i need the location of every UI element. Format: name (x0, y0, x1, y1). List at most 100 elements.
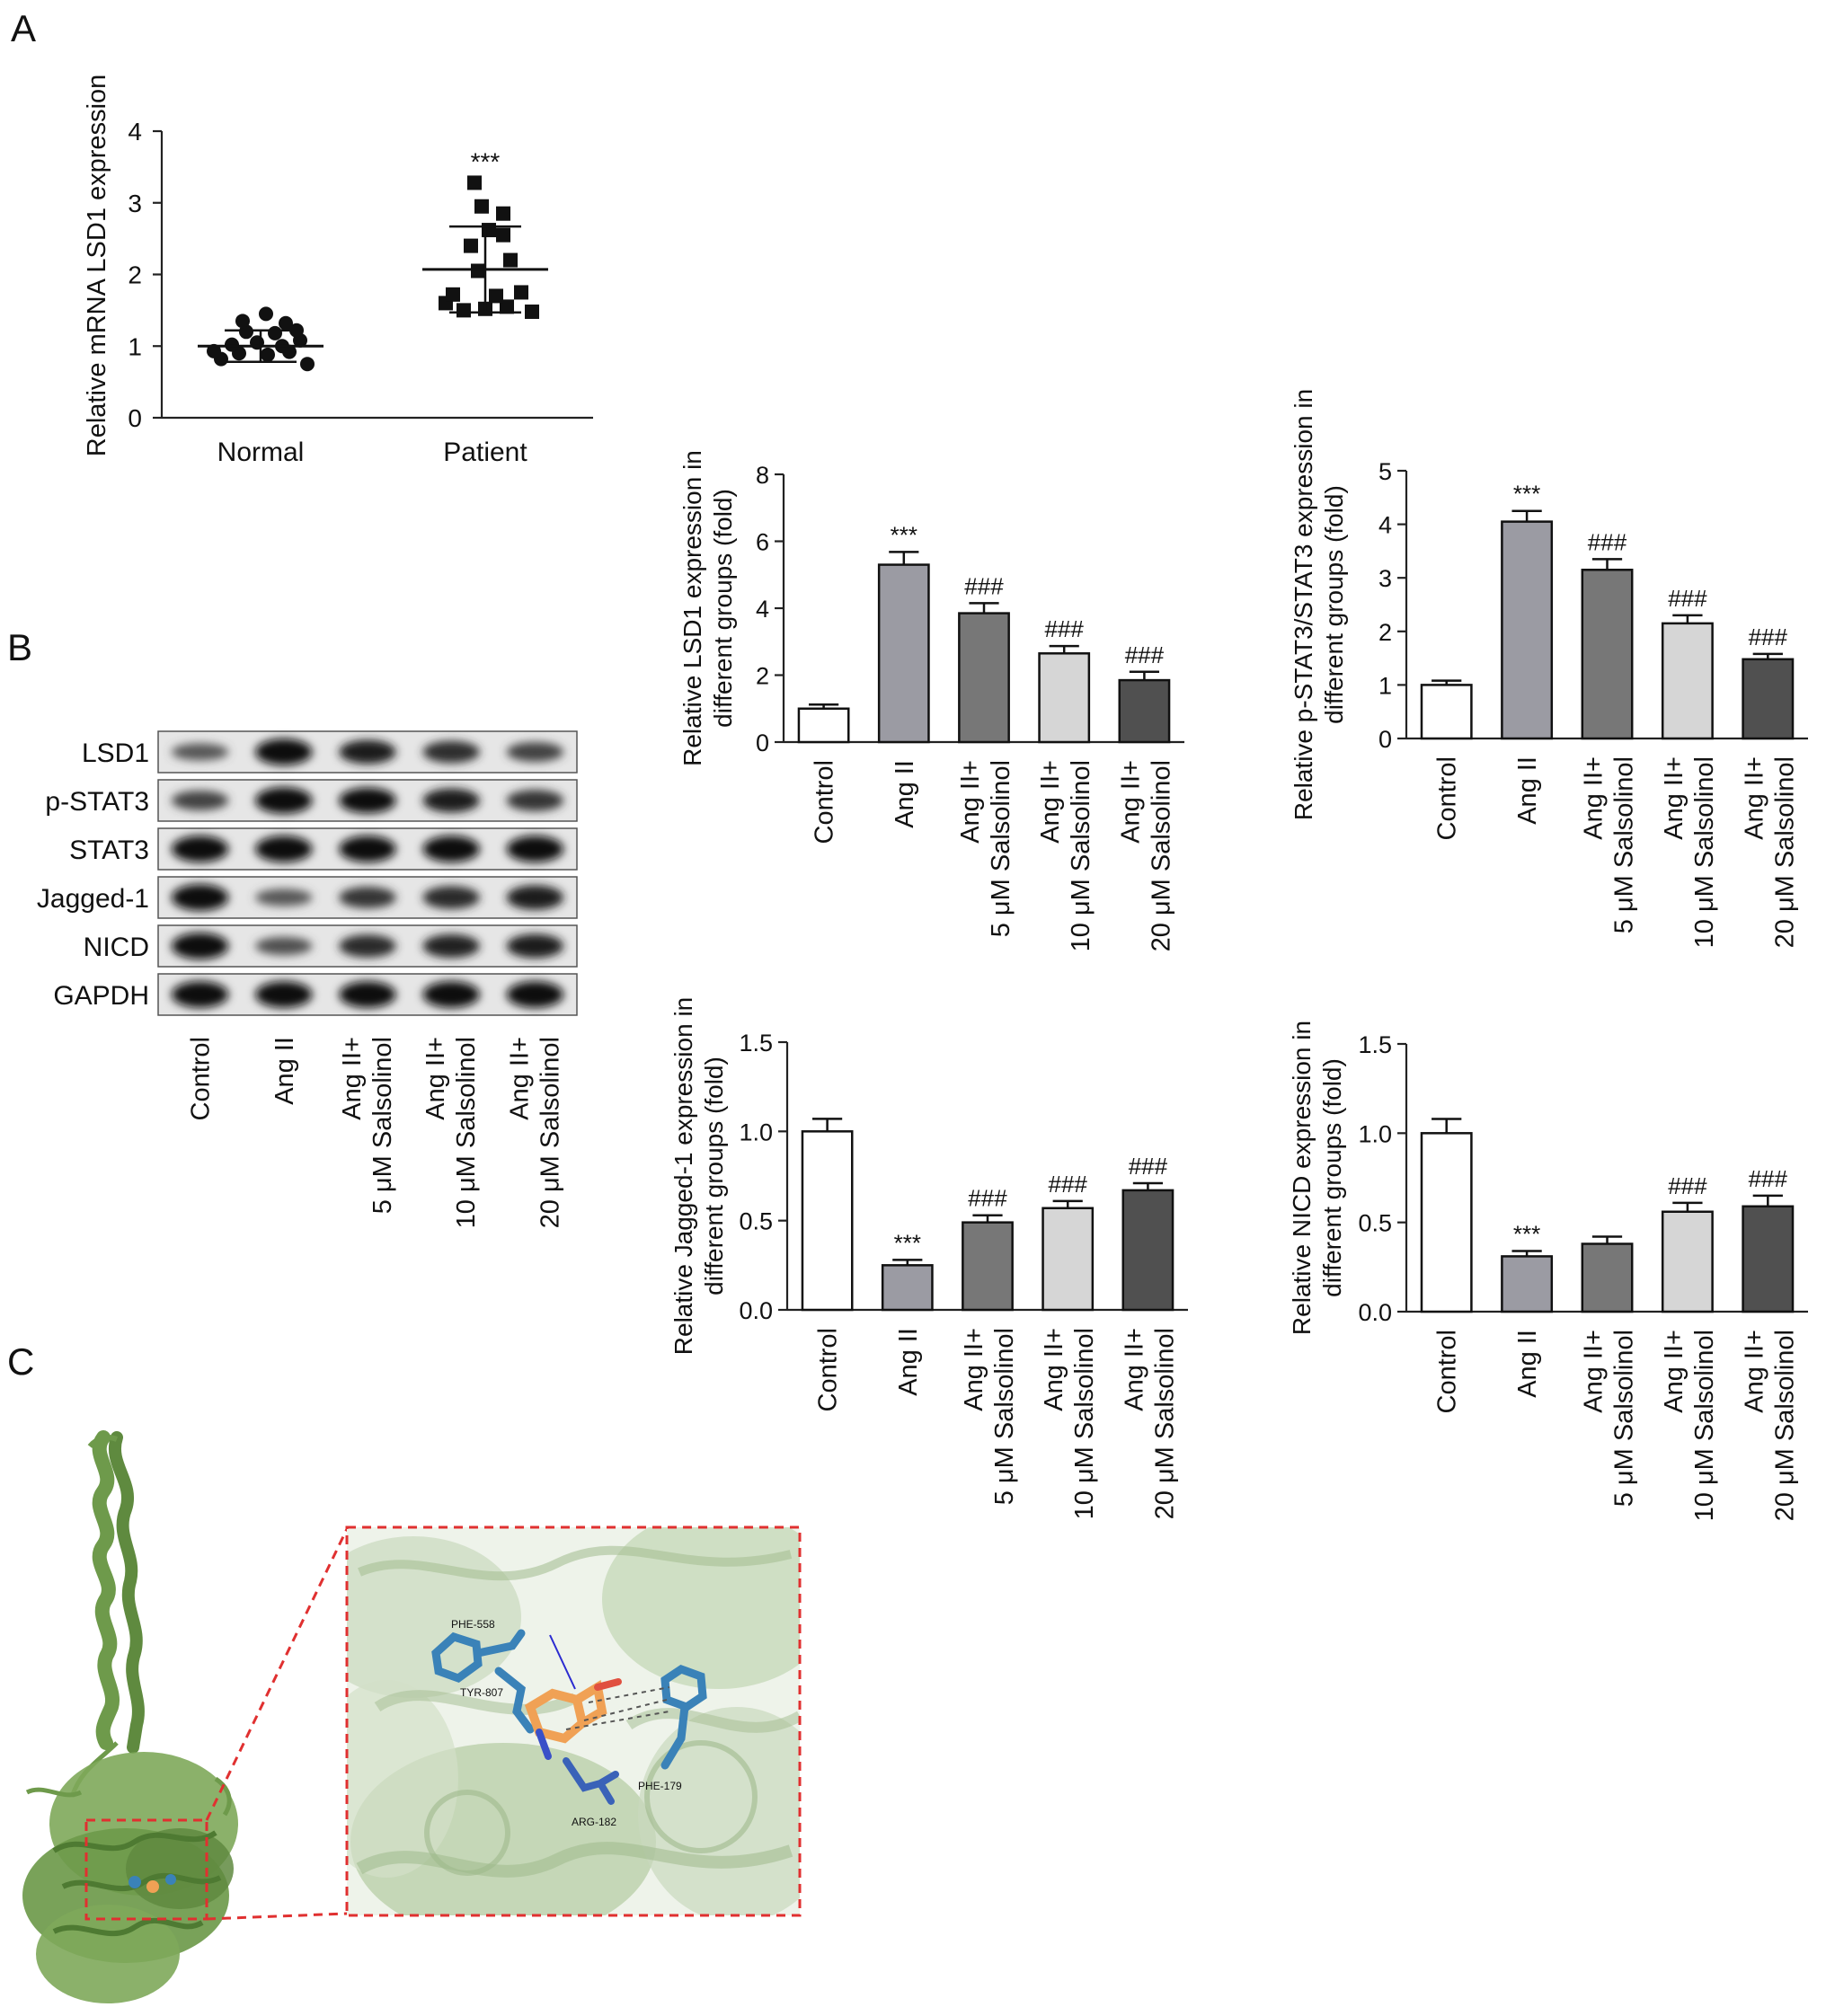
x-tick-label: Control (1433, 1330, 1462, 1414)
bar (877, 563, 930, 744)
bar-chart-pstat3: 0 1 2 3 4 5 Relative p-STAT3/STAT3 expression … (1290, 389, 1808, 948)
data-point (496, 206, 510, 221)
bar (1501, 1255, 1554, 1313)
data-point (496, 227, 510, 243)
significance-label: ### (964, 572, 1004, 599)
x-tick-label: Ang II (1513, 756, 1542, 825)
x-tick-label: Ang II+20 μM Salsolinol (1116, 760, 1175, 951)
blot-band (506, 790, 564, 811)
significance-label: *** (1513, 1220, 1540, 1247)
x-tick-label: Normal (217, 438, 305, 467)
blot-lane-label-line: Ang II+ (505, 1037, 534, 1120)
data-point (250, 335, 264, 350)
x-tick-label: Control (811, 760, 839, 844)
x-tick-label: Ang II+10 μM Salsolinol (1660, 1330, 1719, 1521)
x-tick-label: Ang II+5 μM Salsolinol (960, 1328, 1019, 1505)
x-tick-label: Ang II (894, 1328, 923, 1396)
data-point (300, 357, 315, 372)
blot-lane-label-line: 10 μM Salsolinol (452, 1037, 481, 1228)
x-tick-label-line: Ang II+ (1116, 760, 1145, 844)
blot-row-label: LSD1 (82, 738, 149, 768)
x-tick-label-line: 10 μM Salsolinol (1690, 756, 1719, 948)
bar (1501, 520, 1554, 740)
significance-label: ### (1668, 1172, 1707, 1199)
x-tick-label-line: Ang II (891, 760, 919, 828)
data-point (207, 343, 221, 358)
x-tick-label: Ang II+5 μM Salsolinol (1580, 756, 1639, 933)
blot-lane-label: Control (187, 1037, 216, 1121)
x-tick-label: Ang II+5 μM Salsolinol (956, 760, 1015, 937)
y-tick-label: 3 (1378, 565, 1392, 592)
bar (958, 612, 1010, 744)
blot-band (255, 889, 313, 906)
data-point (503, 252, 518, 268)
blot-lane-label-line: Ang II+ (338, 1037, 367, 1120)
x-tick-label-line: 20 μM Salsolinol (1150, 1328, 1179, 1519)
blot-band (171, 981, 229, 1008)
blot-band (171, 884, 229, 911)
x-tick-label-line: Ang II (894, 1328, 923, 1396)
x-tick-label: Ang II+20 μM Salsolinol (1740, 756, 1799, 948)
significance-label: ### (1588, 528, 1627, 555)
x-tick-label-line: Control (814, 1328, 843, 1412)
x-tick-label-line: Ang II (1513, 756, 1542, 825)
blot-row-label: NICD (84, 933, 149, 962)
x-tick-label-line: Ang II (1513, 1330, 1542, 1398)
significance-label: ### (968, 1185, 1007, 1212)
data-point (471, 263, 485, 279)
bar (1581, 1242, 1634, 1313)
blot-band (255, 981, 313, 1008)
x-tick-label: Ang II+10 μM Salsolinol (1660, 756, 1719, 948)
x-tick-label: Patient (443, 438, 527, 467)
y-tick-label: 2 (756, 663, 769, 690)
bar (1420, 1132, 1473, 1313)
y-axis-label: Relative LSD1 expression in different gro… (678, 450, 737, 766)
y-axis-label-line: Relative Jagged-1 expression in (669, 997, 697, 1355)
x-tick-label-line: Ang II+ (960, 1328, 988, 1411)
data-point (525, 304, 539, 319)
x-tick-label-line: Ang II+ (1580, 1330, 1609, 1413)
y-tick-label: 0 (1378, 726, 1392, 753)
data-point (225, 337, 239, 352)
x-tick-label-line: Ang II+ (1040, 1328, 1068, 1411)
significance-label: ### (1749, 1165, 1788, 1192)
significance-label: ### (1049, 1171, 1088, 1198)
data-point (235, 314, 250, 329)
docking-zoom-image: PHE-558 TYR-807 PHE-179 ARG-182 (345, 1525, 802, 1917)
blot-lane-label: Ang II (270, 1037, 299, 1105)
residue-label: PHE-179 (638, 1780, 682, 1792)
scatter-chart-lsd1: 0 1 2 3 4 Normal Patient Relative mRNA LSD1 exp… (83, 75, 593, 467)
blot-band (422, 981, 480, 1008)
blot-band (339, 787, 396, 814)
blot-band (339, 836, 396, 862)
blot-band (339, 981, 396, 1008)
y-axis-label-line: different groups (fold) (1320, 485, 1348, 724)
x-tick-label: Ang II (1513, 1330, 1542, 1398)
bar (881, 1264, 934, 1312)
bar (1661, 622, 1714, 740)
residue-label: ARG-182 (572, 1816, 616, 1828)
y-tick-label: 2 (1378, 619, 1392, 646)
data-point (261, 347, 275, 362)
bar (1420, 684, 1473, 740)
data-point (464, 238, 478, 253)
blot-row-label: GAPDH (53, 981, 149, 1011)
y-axis-label: Relative NICD expression in different gro… (1288, 1021, 1346, 1335)
significance-label: *** (891, 521, 917, 548)
x-tick-label: Ang II+5 μM Salsolinol (1580, 1330, 1639, 1507)
blot-band (339, 934, 396, 958)
bar (1742, 658, 1795, 740)
x-tick-label-line: 5 μM Salsolinol (987, 760, 1015, 937)
panel-label-a: A (11, 7, 36, 49)
bar (1118, 678, 1171, 744)
bar-chart-lsd1: 0 2 4 6 8 Relative LSD1 expression in differen… (678, 450, 1184, 951)
y-tick-label: 1 (1378, 672, 1392, 699)
y-tick-label: 1.5 (1358, 1031, 1392, 1058)
y-tick-label: 0.0 (1358, 1299, 1392, 1326)
y-axis-label-line: different groups (fold) (700, 1057, 728, 1295)
blot-lane-label-line: 5 μM Salsolinol (368, 1037, 397, 1214)
bar (1661, 1210, 1714, 1313)
blot-band (506, 741, 564, 763)
x-tick-label-line: 10 μM Salsolinol (1067, 760, 1095, 951)
